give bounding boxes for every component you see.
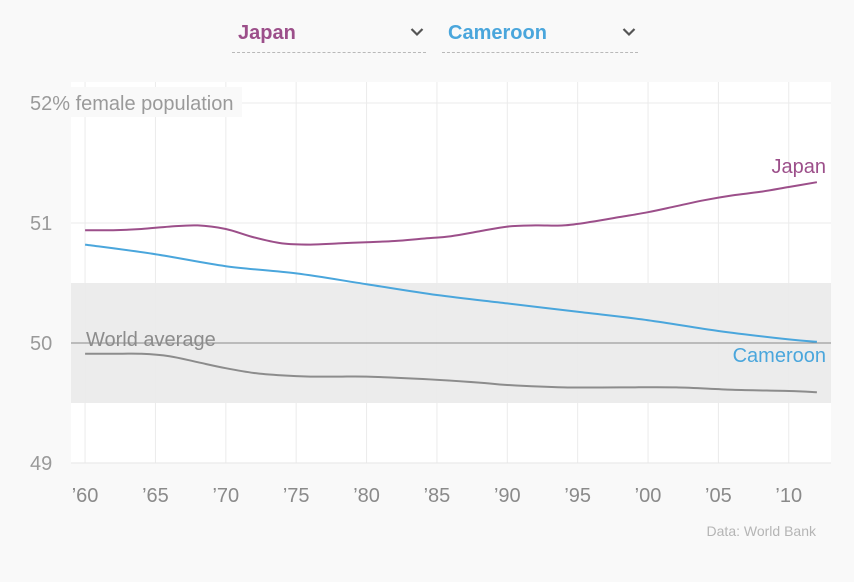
x-tick-label: ’60: [72, 485, 99, 507]
country-a-select[interactable]: Japan: [232, 18, 426, 53]
x-tick-label: ’85: [424, 485, 451, 507]
x-tick-label: ’65: [142, 485, 169, 507]
x-tick-label: ’80: [353, 485, 380, 507]
country-a-value: Japan: [238, 22, 296, 44]
y-tick-label: 51: [30, 213, 52, 235]
country-b-value: Cameroon: [448, 22, 547, 44]
series-line-cameroon: [84, 243, 817, 343]
y-tick-label: 49: [30, 453, 52, 475]
x-tick-label: ’95: [564, 485, 591, 507]
y-top-label-backdrop: [22, 87, 242, 117]
series-label-japan: Japan: [772, 156, 827, 178]
x-tick-label: ’90: [494, 485, 521, 507]
country-b-select[interactable]: Cameroon: [442, 18, 638, 53]
x-tick-label: ’70: [212, 485, 239, 507]
x-tick-label: ’75: [283, 485, 310, 507]
x-tick-label: ’05: [705, 485, 732, 507]
y-top-label: 52% female population: [30, 93, 233, 115]
chevron-down-icon: [410, 28, 424, 37]
chevron-down-icon: [622, 28, 636, 37]
y-tick-label: 50: [30, 333, 52, 355]
plot-background: [71, 82, 831, 463]
source-credit: Data: World Bank: [706, 523, 816, 539]
series-label-world-average: World average: [86, 329, 216, 351]
series-line-world-average: [85, 352, 817, 394]
x-tick-label: ’00: [635, 485, 662, 507]
x-tick-label: ’10: [775, 485, 802, 507]
series-label-cameroon: Cameroon: [733, 345, 826, 367]
series-line-japan: [85, 181, 818, 246]
